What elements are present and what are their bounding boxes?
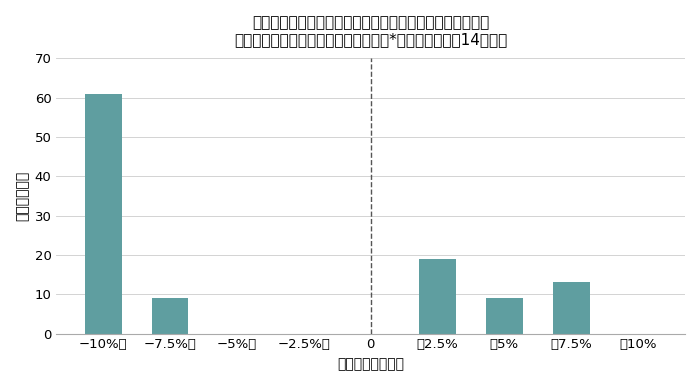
Bar (152, 298, 188, 334)
Title: 当社の取り扱った長期仕組預金（デイカウント型預金）の
リスク・リターンの実績（新興国通貨*参照、未償還、14銘柄）: 当社の取り扱った長期仕組預金（デイカウント型預金）の リスク・リターンの実績（新… (234, 15, 508, 47)
X-axis label: トータルリターン: トータルリターン (337, 357, 404, 371)
Bar (85, 94, 122, 334)
Bar (553, 283, 589, 334)
Bar (486, 298, 523, 334)
Bar (419, 259, 456, 334)
Y-axis label: 本数（回数）: 本数（回数） (15, 171, 29, 221)
